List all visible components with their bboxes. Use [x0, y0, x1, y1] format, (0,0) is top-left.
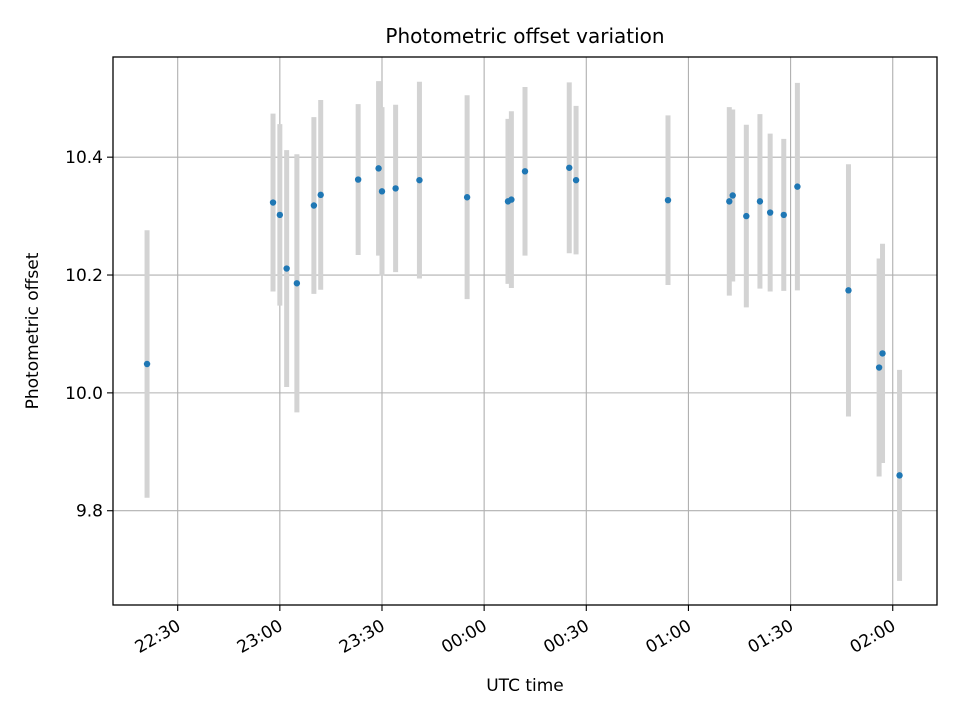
data-point: [378, 188, 386, 195]
data-point: [143, 360, 151, 368]
data-point: [780, 211, 787, 219]
data-point: [269, 199, 277, 206]
data-point: [875, 364, 883, 371]
data-point: [317, 191, 324, 199]
data-point: [896, 472, 903, 479]
data-points: [143, 164, 903, 479]
data-point: [845, 287, 852, 294]
y-tick-label: 9.8: [76, 502, 103, 522]
data-point: [794, 183, 801, 190]
data-point: [664, 196, 672, 204]
data-point: [392, 185, 399, 192]
data-point: [283, 265, 290, 272]
data-point: [521, 168, 529, 175]
y-axis-ticks: 9.8 10.0 10.2 10.4: [65, 148, 113, 522]
data-point: [879, 350, 886, 357]
data-point: [743, 212, 750, 220]
data-point: [416, 176, 423, 184]
y-tick-label: 10.0: [65, 384, 103, 404]
data-point: [566, 164, 573, 171]
data-point: [375, 165, 382, 172]
data-point: [572, 176, 580, 184]
data-point: [726, 198, 733, 205]
y-tick-label: 10.4: [65, 148, 103, 168]
data-point: [463, 194, 471, 201]
data-point: [293, 280, 301, 287]
y-tick-label: 10.2: [65, 266, 103, 286]
data-point: [729, 192, 736, 199]
data-point: [310, 202, 318, 209]
y-axis-label: Photometric offset: [23, 252, 43, 409]
data-point: [756, 198, 764, 205]
chart-title: Photometric offset variation: [385, 24, 664, 48]
plot-frame: [112, 56, 938, 606]
data-point: [508, 196, 515, 203]
data-point: [766, 209, 774, 216]
x-axis-label: UTC time: [486, 676, 564, 696]
data-point: [276, 211, 284, 219]
data-point: [354, 176, 362, 183]
